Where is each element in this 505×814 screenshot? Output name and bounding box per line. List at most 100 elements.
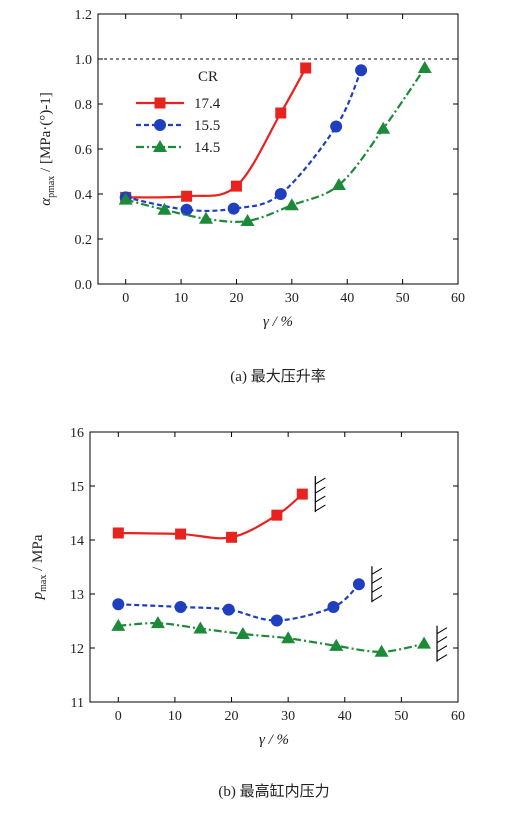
x-tick-label: 30 bbox=[281, 709, 295, 724]
data-point-14.5 bbox=[111, 618, 126, 631]
data-point-15.5 bbox=[274, 188, 287, 200]
x-tick-label: 10 bbox=[174, 291, 188, 306]
x-tick-label: 50 bbox=[396, 291, 410, 306]
limit-hatch bbox=[371, 585, 383, 593]
limit-hatch bbox=[371, 576, 383, 584]
data-point-17.4 bbox=[271, 509, 283, 521]
data-point-15.5 bbox=[180, 203, 193, 216]
x-axis-label: γ / % bbox=[263, 314, 293, 330]
data-point-15.5 bbox=[270, 614, 283, 627]
panel-a-chart: 0 10 20 30 40 50 60 0.0 0.2 0.4 0.6 0.8 1.0 1.2 γ / % α… bbox=[38, 8, 465, 385]
data-point-15.5 bbox=[227, 202, 240, 215]
y-axis-label-symbol: p bbox=[30, 591, 46, 600]
data-point-15.5 bbox=[327, 600, 340, 613]
series-line-15.5 bbox=[118, 583, 360, 622]
panel-caption: (b) 最高缸内压力 bbox=[218, 782, 329, 800]
limit-hatch bbox=[371, 567, 383, 575]
limit-hatch bbox=[315, 477, 326, 485]
panel-b-chart: 0 10 20 30 40 50 60 11 12 13 14 15 16 γ / % pmax / MPa… bbox=[30, 426, 465, 800]
data-point-14.5 bbox=[329, 638, 344, 651]
data-point-15.5 bbox=[352, 578, 365, 591]
x-tick-label: 40 bbox=[338, 709, 352, 724]
limit-hatch bbox=[436, 654, 448, 662]
x-tick-label: 50 bbox=[394, 709, 408, 724]
limit-hatch bbox=[436, 636, 448, 644]
x-tick-label: 0 bbox=[115, 709, 122, 724]
data-point-17.4 bbox=[175, 528, 187, 540]
series-line-15.5 bbox=[125, 69, 363, 213]
data-point-14.5 bbox=[193, 621, 208, 634]
x-tick-label: 10 bbox=[168, 709, 182, 724]
data-point-14.5 bbox=[284, 198, 299, 211]
limit-hatch bbox=[436, 627, 448, 635]
plot-frame bbox=[97, 13, 459, 285]
data-point-14.5 bbox=[157, 202, 172, 215]
data-point-15.5 bbox=[355, 64, 368, 77]
limit-hatch bbox=[315, 486, 326, 494]
y-axis-label-symbol: α bbox=[38, 197, 54, 206]
data-point-15.5 bbox=[174, 600, 187, 613]
data-point-15.5 bbox=[222, 603, 235, 616]
data-point-15.5 bbox=[112, 598, 125, 611]
y-tick-label: 1.2 bbox=[75, 8, 93, 23]
y-tick-label: 1.0 bbox=[75, 53, 93, 68]
panel-caption: (a) 最大压升率 bbox=[230, 368, 325, 385]
data-point-14.5 bbox=[235, 626, 250, 639]
y-axis-label: pmax / MPa bbox=[30, 534, 49, 600]
y-axis-label-subscript: max bbox=[38, 575, 49, 592]
y-tick-label: 12 bbox=[70, 642, 84, 657]
y-tick-label: 0.6 bbox=[75, 143, 93, 158]
y-axis-label: αpmax / [MPa·(°)-1] bbox=[38, 92, 57, 206]
legend-title: CR bbox=[198, 69, 218, 85]
x-tick-label: 60 bbox=[451, 709, 465, 724]
y-tick-label: 11 bbox=[71, 696, 84, 711]
legend-marker bbox=[154, 97, 166, 109]
data-point-17.4 bbox=[112, 527, 124, 539]
data-point-14.5 bbox=[118, 192, 133, 205]
data-point-14.5 bbox=[199, 211, 213, 224]
y-tick-label: 0.8 bbox=[75, 98, 93, 113]
data-point-14.5 bbox=[374, 644, 389, 657]
data-point-17.4 bbox=[275, 107, 287, 119]
x-tick-label: 60 bbox=[451, 291, 465, 306]
x-tick-label: 0 bbox=[122, 291, 129, 306]
y-tick-label: 15 bbox=[70, 480, 84, 495]
data-point-14.5 bbox=[376, 121, 391, 134]
data-point-17.4 bbox=[300, 62, 312, 74]
x-tick-label: 20 bbox=[229, 291, 243, 306]
legend-label: 15.5 bbox=[194, 118, 220, 134]
limit-hatch bbox=[371, 594, 383, 602]
data-point-14.5 bbox=[240, 214, 255, 226]
legend-marker bbox=[153, 140, 167, 152]
data-point-17.4 bbox=[181, 190, 193, 202]
legend-label: 17.4 bbox=[194, 96, 221, 112]
data-point-14.5 bbox=[331, 178, 346, 190]
x-tick-label: 40 bbox=[340, 291, 354, 306]
data-point-15.5 bbox=[330, 120, 343, 133]
plot-frame bbox=[89, 431, 459, 703]
data-point-14.5 bbox=[417, 61, 432, 73]
y-tick-label: 0.0 bbox=[75, 278, 93, 293]
x-tick-label: 20 bbox=[225, 709, 239, 724]
data-point-14.5 bbox=[281, 631, 296, 644]
y-tick-label: 13 bbox=[70, 588, 84, 603]
data-point-17.4 bbox=[296, 488, 308, 500]
data-point-17.4 bbox=[230, 180, 242, 192]
y-tick-label: 0.2 bbox=[75, 233, 93, 248]
limit-hatch bbox=[436, 645, 448, 653]
limit-hatch bbox=[315, 495, 326, 503]
y-axis-label-units: / MPa bbox=[30, 534, 46, 574]
y-tick-label: 14 bbox=[70, 534, 84, 549]
y-tick-label: 16 bbox=[70, 426, 84, 441]
x-axis-label: γ / % bbox=[259, 732, 289, 748]
data-point-17.4 bbox=[226, 531, 238, 543]
x-tick-label: 30 bbox=[285, 291, 299, 306]
legend-marker bbox=[154, 119, 166, 131]
y-axis-label-units: / [MPa·(°)-1] bbox=[38, 92, 54, 175]
limit-hatch bbox=[315, 504, 326, 512]
data-point-14.5 bbox=[150, 616, 165, 629]
legend-label: 14.5 bbox=[194, 140, 220, 156]
y-tick-label: 0.4 bbox=[75, 188, 93, 203]
data-point-14.5 bbox=[417, 636, 432, 649]
